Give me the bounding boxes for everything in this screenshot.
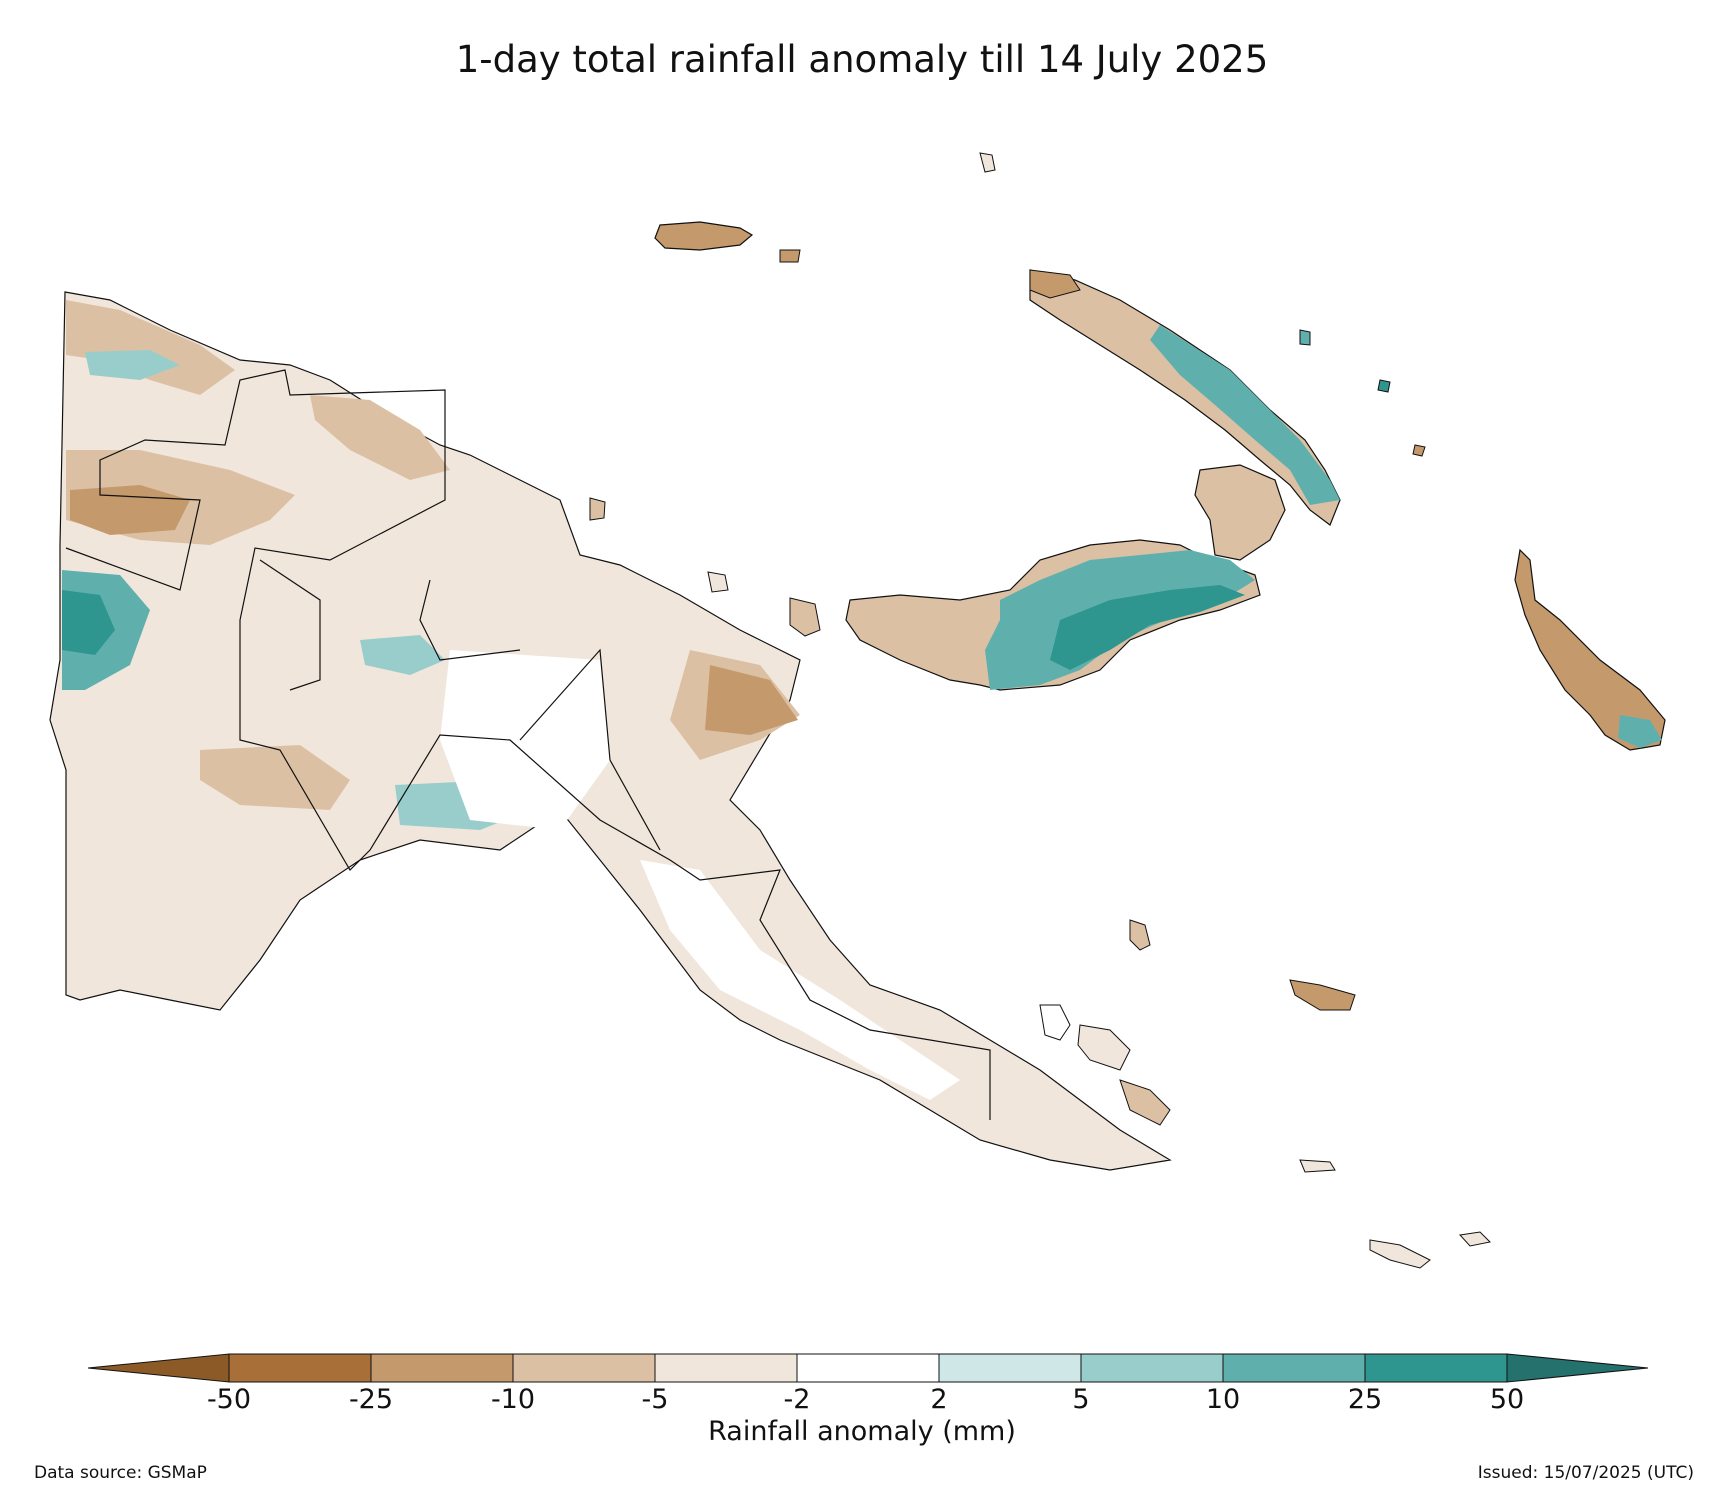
very-dry-madang	[705, 665, 798, 735]
island-mussau	[979, 152, 996, 173]
colorbar-bin-3	[512, 1353, 656, 1383]
colorbar-tick: 10	[1205, 1384, 1241, 1415]
island-feni	[1412, 444, 1426, 457]
colorbar-bin-8	[1222, 1353, 1366, 1383]
island-rossel	[1459, 1231, 1492, 1247]
white-patch-center	[440, 650, 610, 830]
colorbar-tick: -25	[348, 1384, 394, 1415]
colorbar-tick: 2	[930, 1384, 948, 1415]
island-tagula	[1369, 1239, 1431, 1269]
colorbar-bin-7	[1080, 1353, 1224, 1383]
issued-note: Issued: 15/07/2025 (UTC)	[1477, 1463, 1694, 1483]
data-source-note: Data source: GSMaP	[34, 1463, 207, 1483]
colorbar-extend-high	[1506, 1353, 1649, 1383]
gazelle-peninsula	[1194, 464, 1286, 561]
island-normanby	[1119, 1079, 1171, 1126]
island-goodenough	[1039, 1004, 1071, 1041]
colorbar-tick: -5	[641, 1384, 669, 1415]
mainland-new-guinea	[49, 291, 1172, 1171]
island-trobriand	[1129, 919, 1151, 951]
island-umboi	[789, 597, 821, 637]
island-woodlark	[1289, 979, 1356, 1011]
new-britain-wet-core	[1050, 585, 1245, 670]
island-lihir	[1299, 329, 1311, 346]
colorbar-bin-1	[228, 1353, 372, 1383]
dry-patch-south	[200, 745, 350, 810]
colorbar-tick: -2	[783, 1384, 811, 1415]
colorbar-label: Rainfall anomaly (mm)	[708, 1416, 1016, 1447]
colorbar-tick: 50	[1489, 1384, 1525, 1415]
map-title: 1-day total rainfall anomaly till 14 Jul…	[455, 38, 1269, 81]
colorbar-bin-5	[796, 1353, 940, 1383]
colorbar-bin-9	[1364, 1353, 1508, 1383]
colorbar-bin-4	[654, 1353, 798, 1383]
new-hanover	[1029, 269, 1081, 299]
dry-patch-north	[310, 395, 450, 480]
wet-patch-highlands	[360, 635, 445, 675]
island-karkar	[589, 497, 606, 521]
island-crater	[707, 571, 729, 593]
bougainville	[1514, 548, 1666, 751]
colorbar-bin-6	[938, 1353, 1082, 1383]
colorbar-tick: 5	[1072, 1384, 1090, 1415]
wet-core-west	[62, 590, 115, 655]
colorbar-tick: 25	[1347, 1384, 1383, 1415]
colorbar-tick: -50	[206, 1384, 252, 1415]
wet-patch-northwest	[85, 350, 180, 380]
island-misima	[1299, 1159, 1336, 1173]
island-fergusson	[1077, 1024, 1131, 1071]
manus-island	[654, 221, 754, 251]
new-ireland	[1029, 269, 1341, 526]
rainfall-map	[49, 152, 1666, 1269]
white-patch-southeast	[640, 860, 960, 1100]
new-ireland-wet	[1150, 325, 1340, 505]
bougainville-wet-tip	[1618, 715, 1662, 748]
island-tanga	[1377, 379, 1391, 393]
colorbar-tick: -10	[490, 1384, 536, 1415]
province-boundaries	[65, 369, 991, 1120]
colorbar-bin-2	[370, 1353, 514, 1383]
colorbar-extend-low	[87, 1353, 230, 1383]
small-island-manus-east	[779, 249, 801, 263]
dry-patch-northwest	[66, 300, 235, 395]
